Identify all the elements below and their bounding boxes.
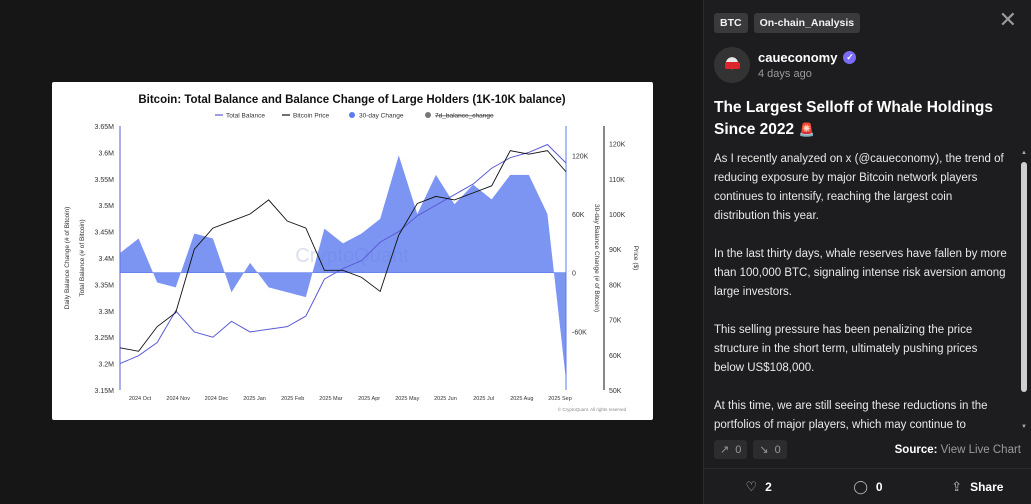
y-left-tick-label: 3.5M bbox=[98, 203, 114, 210]
post-body: As I recently analyzed on x (@caueconomy… bbox=[714, 150, 1010, 435]
post-paragraph: This selling pressure has been penalizin… bbox=[714, 324, 978, 374]
close-icon[interactable]: ✕ bbox=[998, 7, 1017, 32]
y-right-price-tick-label: 110K bbox=[609, 177, 625, 184]
comment-button[interactable]: ◯ 0 bbox=[813, 469, 922, 504]
post-panel: BTC On-chain_Analysis ✕ caueconomy ✓ 4 d… bbox=[703, 0, 1031, 504]
y-right-change-tick-label: -60K bbox=[572, 329, 587, 336]
y-right-change-axis-label: 30-day Balance Change (# of Bitcoin) bbox=[593, 204, 600, 312]
bearish-count: 0 bbox=[774, 443, 781, 456]
y-right-price-axis-label: Price ($) bbox=[632, 246, 639, 271]
chart-legend: Total Balance Bitcoin Price 30-day Change 7… bbox=[215, 112, 494, 120]
verified-icon: ✓ bbox=[843, 51, 857, 64]
vote-row: ↗ 0 ↘ 0 bbox=[714, 440, 787, 459]
y-left-tick-label: 3.2M bbox=[98, 362, 114, 369]
post-title: The Largest Selloff of Whale Holdings Si… bbox=[714, 99, 994, 138]
x-tick-label: 2025 May bbox=[395, 396, 419, 402]
y-right-price-tick-label: 60K bbox=[609, 353, 622, 360]
y-left-tick-label: 3.4M bbox=[98, 256, 114, 263]
view-live-chart-link[interactable]: View Live Chart bbox=[940, 444, 1021, 456]
tag-list: BTC On-chain_Analysis bbox=[714, 13, 861, 33]
y-right-price-tick-label: 70K bbox=[609, 318, 622, 325]
comment-count: 0 bbox=[875, 479, 883, 494]
y-right-price-tick-label: 80K bbox=[609, 282, 622, 289]
comment-icon: ◯ bbox=[853, 478, 868, 494]
chart-title: Bitcoin: Total Balance and Balance Chang… bbox=[138, 94, 565, 106]
y-right-change-tick-label: 0 bbox=[572, 271, 576, 278]
chart-image: Bitcoin: Total Balance and Balance Chang… bbox=[52, 82, 653, 420]
legend-label: 7d_balance_change bbox=[435, 113, 494, 120]
bullish-count: 0 bbox=[735, 443, 742, 456]
author-name[interactable]: caueconomy bbox=[758, 50, 838, 65]
avatar[interactable] bbox=[714, 47, 750, 83]
like-button[interactable]: ♡ 2 bbox=[704, 469, 813, 504]
y-right-price-tick-label: 90K bbox=[609, 247, 622, 254]
y-right-change-tick-label: 120K bbox=[572, 153, 589, 160]
y-left-tick-label: 3.55M bbox=[95, 177, 115, 184]
source-label: Source: bbox=[894, 444, 938, 456]
bullish-button[interactable]: ↗ 0 bbox=[714, 440, 748, 459]
post-scrollbar[interactable]: ▲ ▼ bbox=[1020, 150, 1028, 430]
y-right-change-tick-label: 60K bbox=[572, 212, 585, 219]
y-left-tick-label: 3.15M bbox=[95, 388, 115, 395]
y-left2-axis-label: Daily Balance Change (# of Bitcoin) bbox=[64, 207, 71, 310]
x-tick-label: 2024 Nov bbox=[166, 396, 190, 402]
y-left-tick-label: 3.65M bbox=[95, 124, 115, 131]
image-viewer: Bitcoin: Total Balance and Balance Chang… bbox=[52, 82, 653, 420]
y-left-tick-label: 3.25M bbox=[95, 335, 115, 342]
scroll-thumb[interactable] bbox=[1021, 162, 1027, 392]
scroll-up-icon[interactable]: ▲ bbox=[1021, 150, 1027, 156]
x-tick-label: 2025 Jul bbox=[473, 396, 494, 402]
heart-icon: ♡ bbox=[745, 478, 758, 494]
post-title-block: The Largest Selloff of Whale Holdings Si… bbox=[714, 97, 1026, 141]
legend-label: Total Balance bbox=[226, 113, 265, 120]
bearish-button[interactable]: ↘ 0 bbox=[753, 440, 787, 459]
chart-copyright: © CryptoQuant. All rights reserved bbox=[558, 406, 627, 412]
x-tick-label: 2025 Apr bbox=[358, 396, 380, 402]
post-paragraph: In the last thirty days, whale reserves … bbox=[714, 248, 1007, 298]
source-line: Source: View Live Chart bbox=[895, 444, 1021, 456]
legend-label: Bitcoin Price bbox=[293, 113, 330, 120]
chart-plot: 3.65M 3.6M 3.55M 3.5M 3.45M 3.4M 3.35M 3.3M 3.25… bbox=[64, 124, 639, 402]
author-block[interactable]: caueconomy ✓ 4 days ago bbox=[714, 47, 857, 83]
siren-icon: 🚨 bbox=[798, 122, 815, 137]
x-tick-label: 2024 Oct bbox=[129, 396, 152, 402]
scroll-down-icon[interactable]: ▼ bbox=[1021, 424, 1027, 430]
x-tick-label: 2025 Jun bbox=[434, 396, 457, 402]
y-right-price-tick-label: 100K bbox=[609, 212, 626, 219]
series-30-day-change-area bbox=[120, 155, 566, 381]
like-count: 2 bbox=[765, 479, 772, 494]
post-paragraph: As I recently analyzed on x (@caueconomy… bbox=[714, 153, 1004, 222]
share-icon: ⇪ bbox=[951, 478, 963, 494]
y-right-price-tick-label: 50K bbox=[609, 388, 622, 395]
x-tick-label: 2025 Aug bbox=[510, 396, 533, 402]
action-bar: ♡ 2 ◯ 0 ⇪ Share bbox=[704, 468, 1031, 504]
legend-label: 30-day Change bbox=[359, 113, 404, 120]
y-left-tick-label: 3.3M bbox=[98, 309, 114, 316]
trend-down-icon: ↘ bbox=[759, 444, 769, 456]
x-tick-label: 2025 Sep bbox=[548, 396, 572, 402]
legend-swatch bbox=[425, 112, 431, 118]
y-left-tick-label: 3.35M bbox=[95, 282, 115, 289]
legend-swatch bbox=[349, 112, 355, 118]
y-left-tick-label: 3.6M bbox=[98, 150, 114, 157]
share-button[interactable]: ⇪ Share bbox=[923, 469, 1031, 504]
y-left-axis-label: Total Balance (# of Bitcoin) bbox=[79, 219, 86, 296]
tag-btc[interactable]: BTC bbox=[714, 13, 748, 33]
x-tick-label: 2025 Jan bbox=[243, 396, 266, 402]
chart-svg: Bitcoin: Total Balance and Balance Chang… bbox=[64, 94, 639, 412]
trend-up-icon: ↗ bbox=[720, 444, 730, 456]
series-total-balance-line bbox=[119, 143, 567, 365]
post-paragraph: At this time, we are still seeing these … bbox=[714, 400, 988, 431]
tag-onchain-analysis[interactable]: On-chain_Analysis bbox=[753, 13, 861, 33]
author-name-row: caueconomy ✓ bbox=[758, 50, 857, 65]
post-time: 4 days ago bbox=[758, 68, 812, 80]
y-left-tick-label: 3.45M bbox=[95, 230, 115, 237]
series-bitcoin-price-line bbox=[119, 150, 567, 352]
x-tick-label: 2025 Feb bbox=[281, 396, 304, 402]
x-tick-label: 2024 Dec bbox=[205, 396, 229, 402]
x-tick-label: 2025 Mar bbox=[319, 396, 342, 402]
share-label: Share bbox=[970, 479, 1004, 494]
y-right-price-tick-label: 120K bbox=[609, 142, 626, 149]
